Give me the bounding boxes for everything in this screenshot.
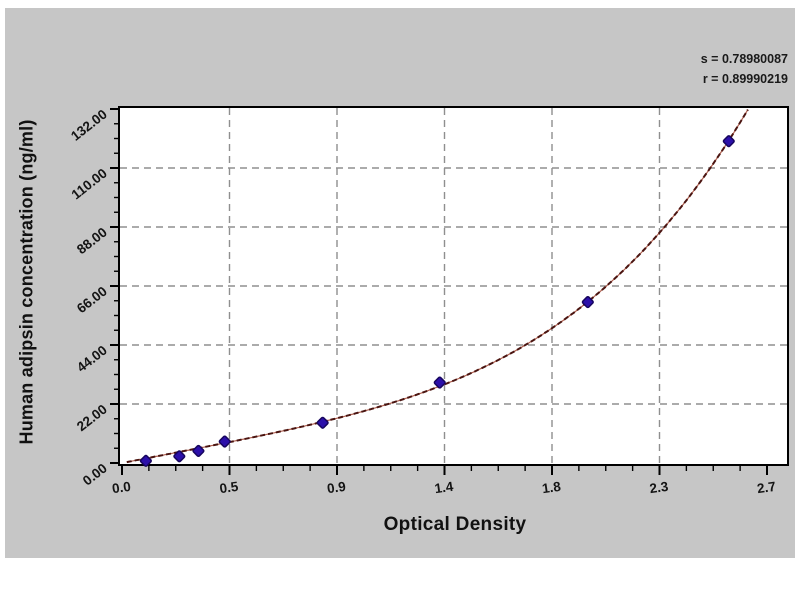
data-point bbox=[139, 454, 152, 467]
x-tick-labels: 0.0 0.5 0.9 1.4 1.8 2.3 2.7 bbox=[111, 479, 777, 497]
x-axis-title: Optical Density bbox=[383, 514, 527, 535]
y-tick-label: 0.00 bbox=[80, 461, 110, 489]
data-point bbox=[173, 450, 186, 463]
y-tick-label: 132.00 bbox=[68, 107, 110, 144]
y-tick-label: 44.00 bbox=[74, 343, 110, 376]
data-point bbox=[218, 435, 231, 448]
y-tick-label: 88.00 bbox=[74, 225, 110, 258]
data-point bbox=[316, 416, 329, 429]
fit-statistics: s = 0.78980087 r = 0.89990219 bbox=[701, 49, 788, 89]
y-tick-label: 110.00 bbox=[69, 166, 110, 203]
x-tick-label: 0.0 bbox=[111, 479, 132, 496]
x-tick-label: 0.5 bbox=[219, 479, 240, 497]
fit-s-value: s = 0.78980087 bbox=[700, 52, 788, 66]
y-tick-label: 22.00 bbox=[74, 402, 110, 435]
y-tick-labels: 0.00 22.00 44.00 66.00 88.00 110.00 132.00 bbox=[68, 107, 110, 489]
fit-r-value: r = 0.89990219 bbox=[702, 72, 788, 86]
data-point bbox=[192, 444, 205, 458]
data-points bbox=[139, 135, 735, 467]
x-tick-label: 0.9 bbox=[326, 479, 347, 496]
x-tick-label: 2.3 bbox=[649, 479, 670, 497]
axis-ticks bbox=[110, 108, 768, 475]
x-tick-label: 1.4 bbox=[434, 479, 455, 497]
data-point bbox=[722, 135, 735, 148]
y-tick-label: 66.00 bbox=[74, 284, 110, 317]
x-tick-label: 1.8 bbox=[541, 479, 562, 497]
x-tick-label: 2.7 bbox=[756, 479, 777, 496]
data-point bbox=[581, 296, 594, 309]
gridlines bbox=[120, 108, 787, 465]
y-axis-title: Human adipsin concentration (ng/ml) bbox=[16, 119, 37, 445]
data-point bbox=[433, 376, 446, 389]
